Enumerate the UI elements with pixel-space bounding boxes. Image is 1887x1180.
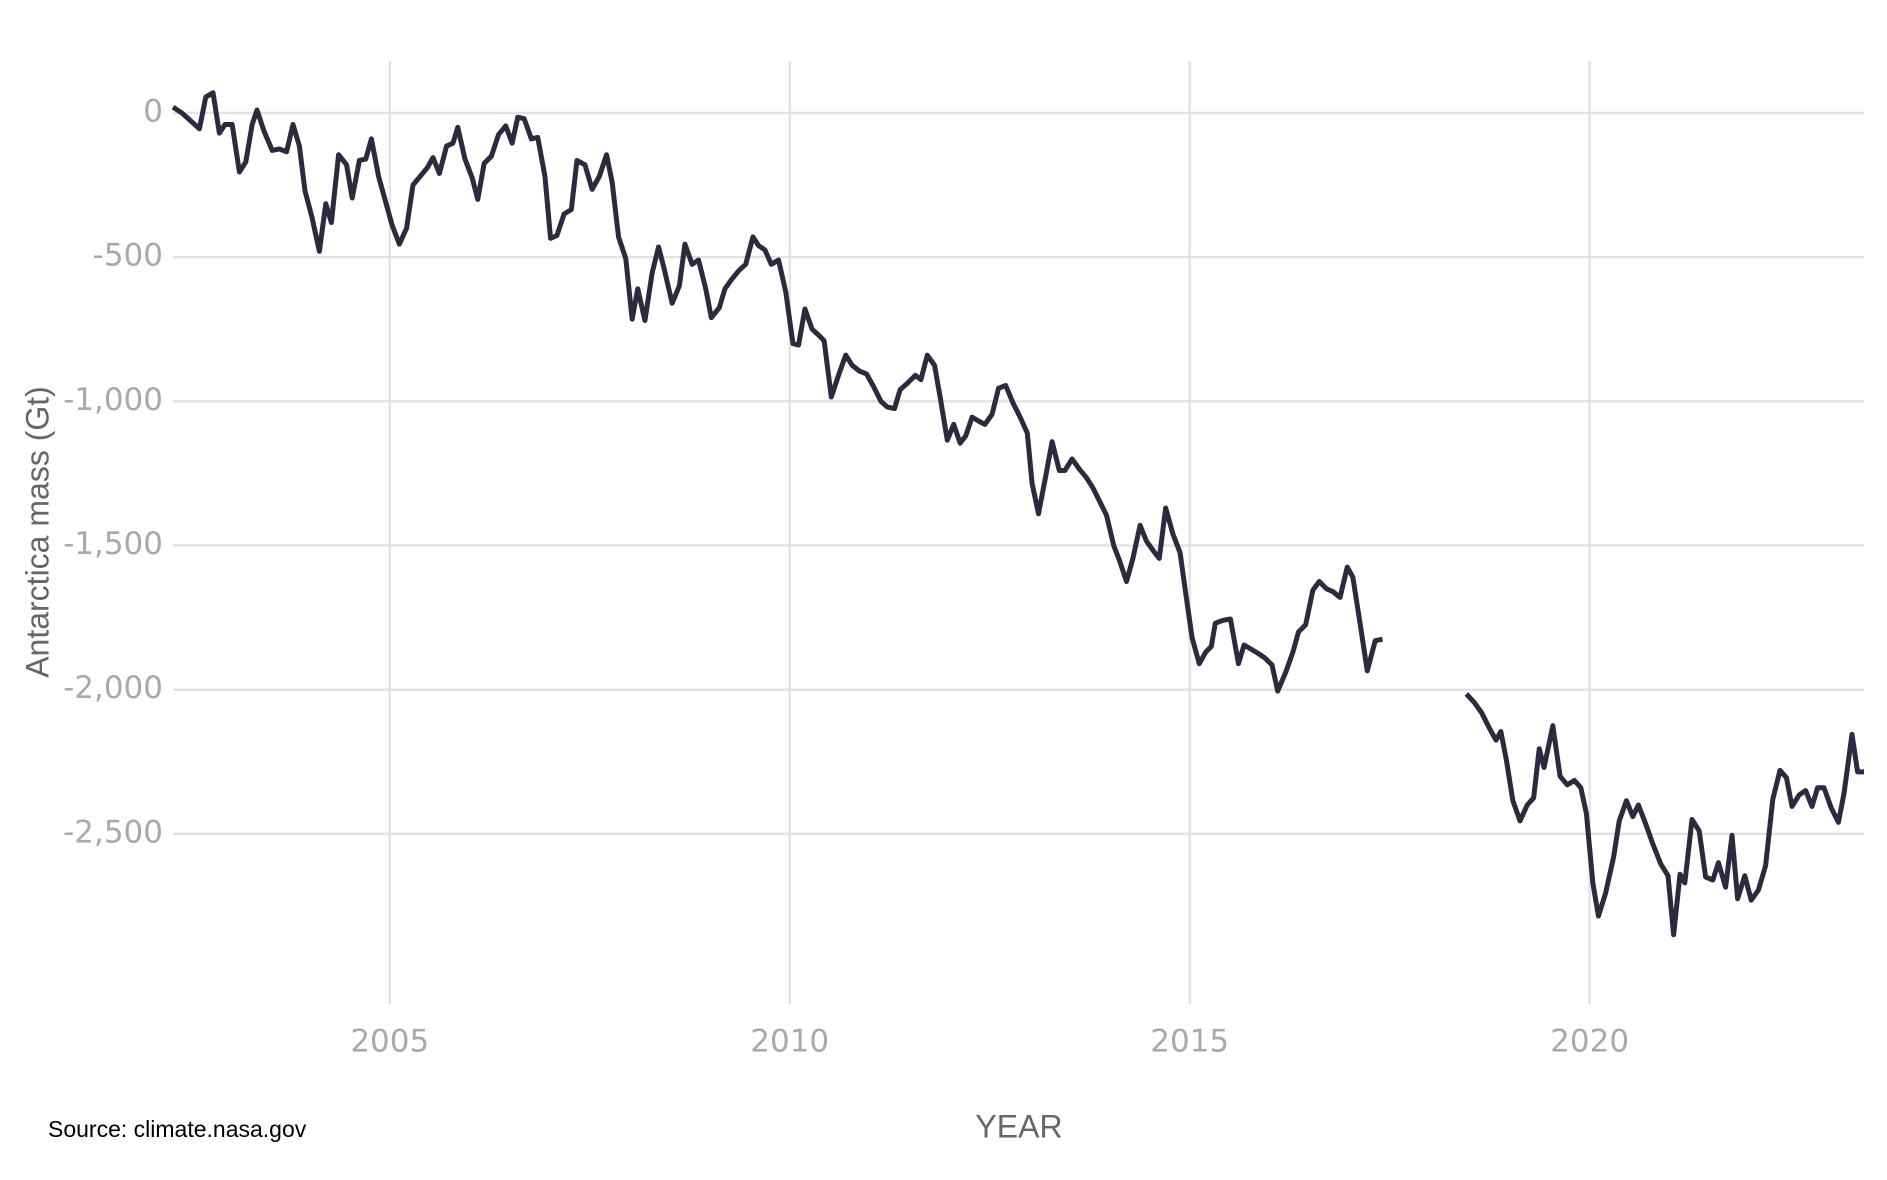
x-tick-label: 2005 [350, 1024, 429, 1060]
y-tick-label: -2,500 [63, 814, 163, 850]
x-tick-label: 2020 [1550, 1024, 1629, 1060]
y-tick-label: -1,000 [63, 382, 163, 418]
y-tick-label: -500 [93, 238, 163, 274]
x-tick-label: 2010 [750, 1024, 829, 1060]
source-note: Source: climate.nasa.gov [48, 1116, 307, 1142]
y-tick-label: 0 [143, 93, 163, 129]
y-tick-label: -1,500 [63, 526, 163, 562]
y-tick-label: -2,000 [63, 670, 163, 706]
y-axis-label: Antarctica mass (Gt) [19, 386, 55, 678]
x-tick-label: 2015 [1150, 1024, 1229, 1060]
data-line [171, 90, 1864, 938]
x-axis-label: YEAR [975, 1108, 1062, 1144]
